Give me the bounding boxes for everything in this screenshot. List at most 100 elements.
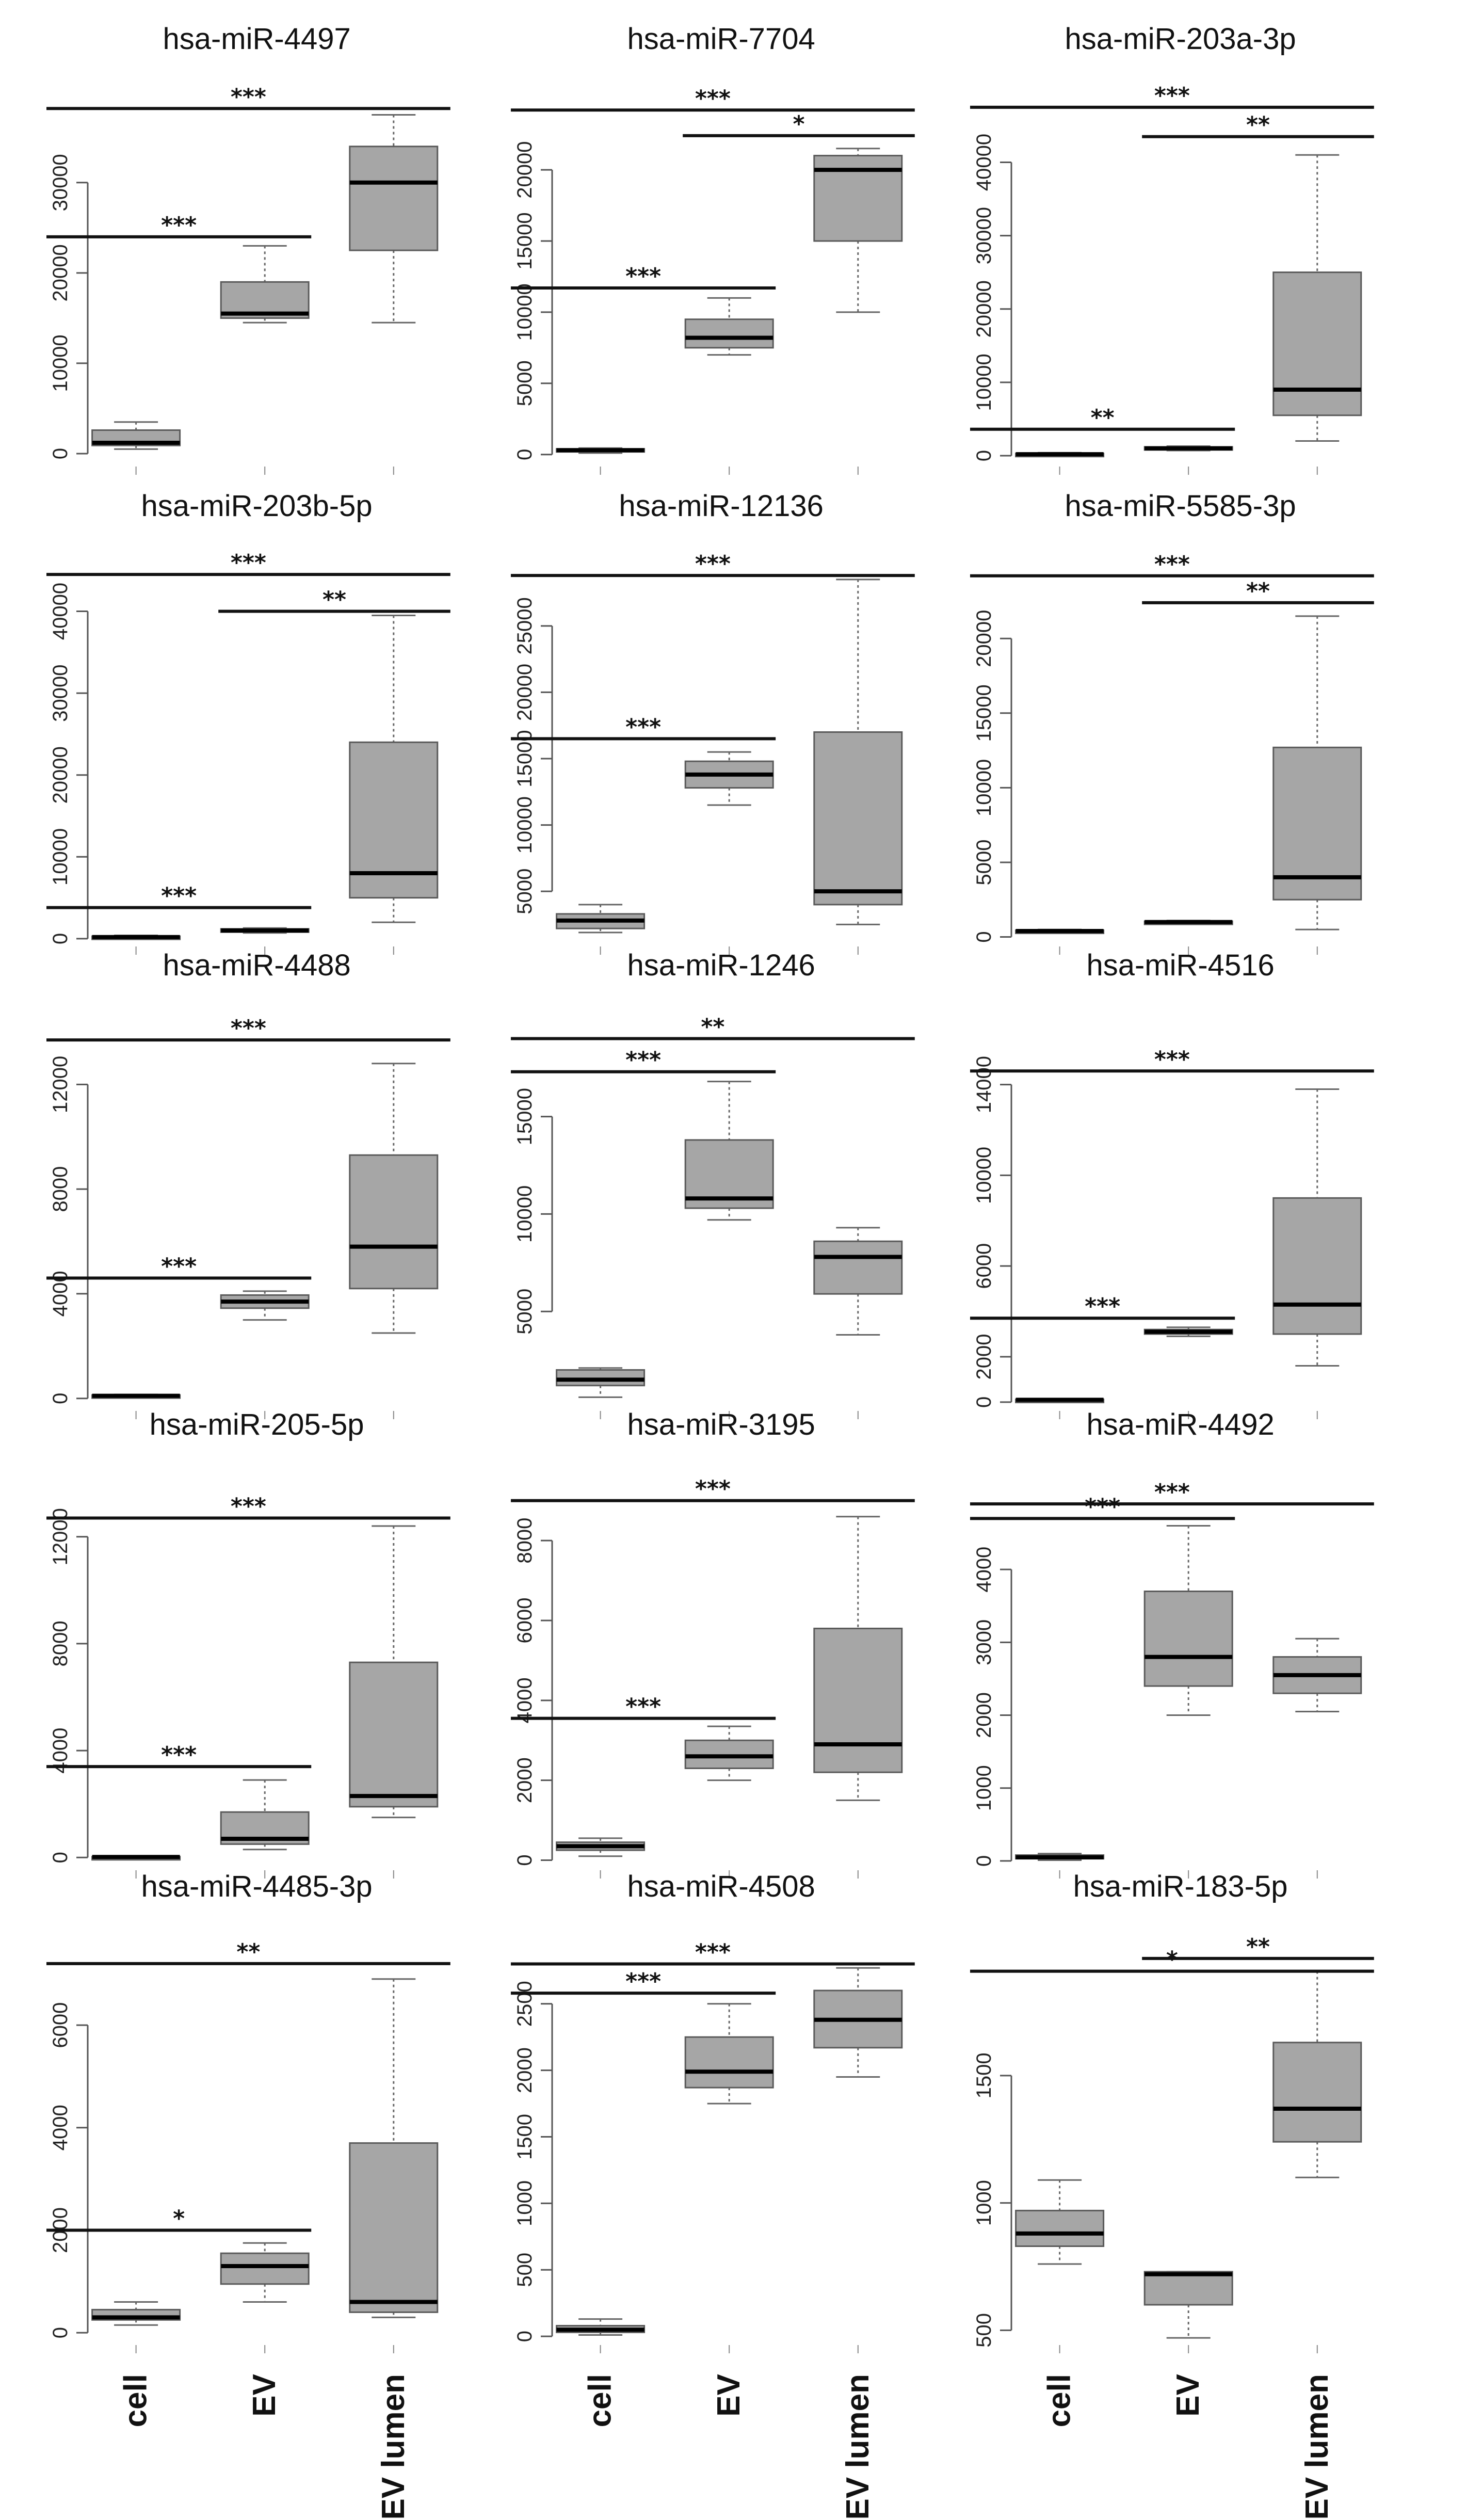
box-ev	[1143, 445, 1233, 452]
iqr-box	[684, 318, 774, 349]
y-tick-label: 5000	[513, 1289, 536, 1335]
y-tick-label: 0	[49, 933, 72, 944]
iqr-box	[1272, 271, 1362, 416]
iqr-box	[349, 2142, 439, 2313]
box-ev	[1143, 920, 1233, 925]
y-tick-label: 40000	[49, 583, 72, 640]
y-tick-label: 500	[513, 2253, 536, 2287]
box-ev	[684, 1725, 774, 1781]
iqr-box	[1272, 2042, 1362, 2143]
panel-hsa-mir-4492: hsa-miR-4492 0 1000 2000 3000 4000 *** ***	[970, 1408, 1374, 1879]
significance-label: ***	[695, 1939, 731, 1965]
significance-label: ***	[1154, 551, 1190, 577]
box-ev-lumen	[813, 1967, 903, 2078]
significance-label: ***	[1085, 1293, 1120, 1320]
y-tick-label: 1500	[513, 2114, 536, 2160]
box-cell	[91, 935, 181, 940]
box-ev-lumen	[813, 148, 903, 313]
box-cell	[556, 1837, 646, 1857]
y-tick-label: 2500	[513, 1981, 536, 2027]
y-tick-label: 1000	[513, 2180, 536, 2226]
panel-title: hsa-miR-5585-3p	[1065, 489, 1296, 523]
x-category-label: cell	[118, 2374, 154, 2427]
box-ev	[220, 1779, 310, 1851]
y-tick-label: 20000	[49, 746, 72, 804]
significance-label: ***	[1154, 1479, 1190, 1505]
panel-title: hsa-miR-3195	[627, 1408, 815, 1441]
y-tick-label: 5000	[973, 839, 995, 885]
y-tick-label: 10000	[49, 334, 72, 392]
y-tick-label: 5000	[513, 869, 536, 914]
box-ev-lumen	[1272, 1970, 1362, 2178]
iqr-box	[813, 1240, 903, 1295]
panel-title: hsa-miR-203a-3p	[1065, 22, 1296, 56]
significance-label: ***	[161, 883, 197, 909]
y-tick-label: 0	[973, 1397, 995, 1408]
box-cell	[91, 1855, 181, 1861]
significance-label: ***	[231, 1493, 266, 1519]
y-tick-label: 4000	[973, 1547, 995, 1593]
box-cell	[556, 1367, 646, 1398]
y-tick-label: 2000	[973, 1692, 995, 1738]
panel-hsa-mir-4497: hsa-miR-4497 0 10000 20000 30000 *** ***	[46, 22, 450, 475]
significance-label: **	[1091, 405, 1115, 431]
iqr-box	[813, 1627, 903, 1773]
y-tick-label: 1000	[973, 1765, 995, 1811]
x-category-label: EV lumen	[1299, 2374, 1335, 2520]
box-cell	[556, 2318, 646, 2336]
y-tick-label: 10000	[513, 1185, 536, 1243]
panel-title: hsa-miR-4497	[163, 22, 350, 56]
y-tick-label: 8000	[513, 1518, 536, 1564]
significance-label: ***	[1085, 1494, 1120, 1520]
y-tick-label: 20000	[973, 280, 995, 338]
significance-label: **	[1246, 1934, 1270, 1960]
y-tick-label: 500	[973, 2313, 995, 2348]
x-category-label: EV lumen	[840, 2374, 876, 2520]
y-tick-label: 1500	[973, 2052, 995, 2098]
box-cell	[91, 2301, 181, 2326]
box-ev-lumen	[813, 579, 903, 925]
y-tick-label: 14000	[973, 1056, 995, 1113]
significance-label: ***	[625, 714, 661, 740]
panel-hsa-mir-203b-5p: hsa-miR-203b-5p010000200003000040000****…	[46, 489, 450, 955]
significance-label: ***	[695, 1476, 731, 1502]
y-tick-label: 0	[973, 1855, 995, 1867]
box-ev-lumen	[349, 614, 439, 923]
panel-title: hsa-miR-7704	[627, 22, 815, 56]
box-ev-lumen	[349, 1525, 439, 1819]
box-ev-lumen	[349, 1063, 439, 1334]
panel-hsa-mir-4508: hsa-miR-4508 0 500 1000 1500 2000 2500 *** *** ce…	[511, 1870, 915, 2520]
x-category-label: cell	[583, 2374, 618, 2427]
box-ev	[1143, 1524, 1233, 1716]
box-ev-lumen	[1272, 154, 1362, 442]
box-ev-lumen	[813, 1516, 903, 1801]
y-tick-label: 10000	[49, 828, 72, 886]
y-tick-label: 12000	[49, 1056, 72, 1113]
significance-label: ***	[231, 84, 266, 110]
panel-title: hsa-miR-205-5p	[150, 1408, 364, 1441]
y-tick-label: 15000	[973, 684, 995, 742]
y-tick-label: 30000	[973, 207, 995, 264]
iqr-box	[684, 2036, 774, 2089]
y-tick-label: 6000	[513, 1598, 536, 1644]
panel-title: hsa-miR-203b-5p	[141, 489, 373, 523]
iqr-box	[1015, 2209, 1105, 2247]
significance-label: ***	[695, 551, 731, 577]
panel-title: hsa-miR-12136	[619, 489, 824, 523]
panel-title: hsa-miR-4492	[1086, 1408, 1274, 1441]
significance-label: **	[1246, 578, 1270, 604]
box-cell	[556, 904, 646, 934]
y-tick-label: 8000	[49, 1620, 72, 1666]
y-tick-label: 40000	[973, 134, 995, 191]
significance-label: ***	[161, 1254, 197, 1280]
y-tick-label: 15000	[513, 1088, 536, 1145]
x-category-label: cell	[1042, 2374, 1077, 2427]
y-tick-label: 0	[513, 2331, 536, 2342]
y-tick-label: 6000	[49, 2002, 72, 2048]
significance-label: ***	[161, 1742, 197, 1768]
box-cell	[1015, 452, 1105, 458]
significance-label: *	[173, 2205, 185, 2232]
